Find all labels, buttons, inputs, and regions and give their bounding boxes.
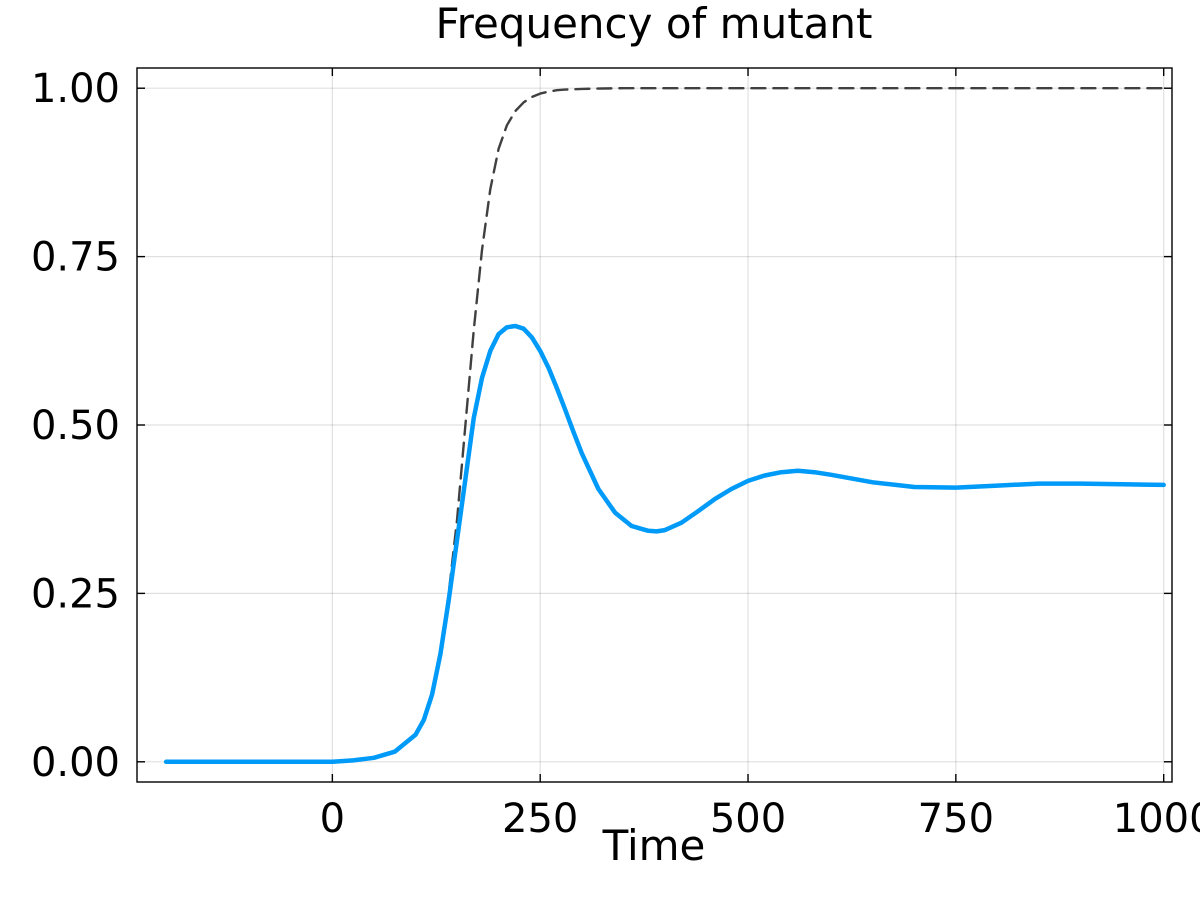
- x-tick-label: 500: [710, 796, 786, 842]
- y-tick-label: 0.75: [31, 235, 120, 281]
- y-tick-label: 1.00: [31, 66, 120, 112]
- x-tick-label: 250: [502, 796, 578, 842]
- x-tick-label: 0: [320, 796, 345, 842]
- series-line-solid: [163, 323, 1166, 765]
- y-tick-label: 0.50: [31, 403, 120, 449]
- grid-lines: [137, 68, 1172, 782]
- y-tick-label: 0.25: [31, 571, 120, 617]
- x-tick-label: 750: [918, 796, 994, 842]
- series-lines: [163, 86, 1166, 765]
- chart-title: Frequency of mutant: [436, 0, 873, 48]
- y-tick-label: 0.00: [31, 740, 120, 786]
- x-axis-label: Time: [602, 821, 706, 870]
